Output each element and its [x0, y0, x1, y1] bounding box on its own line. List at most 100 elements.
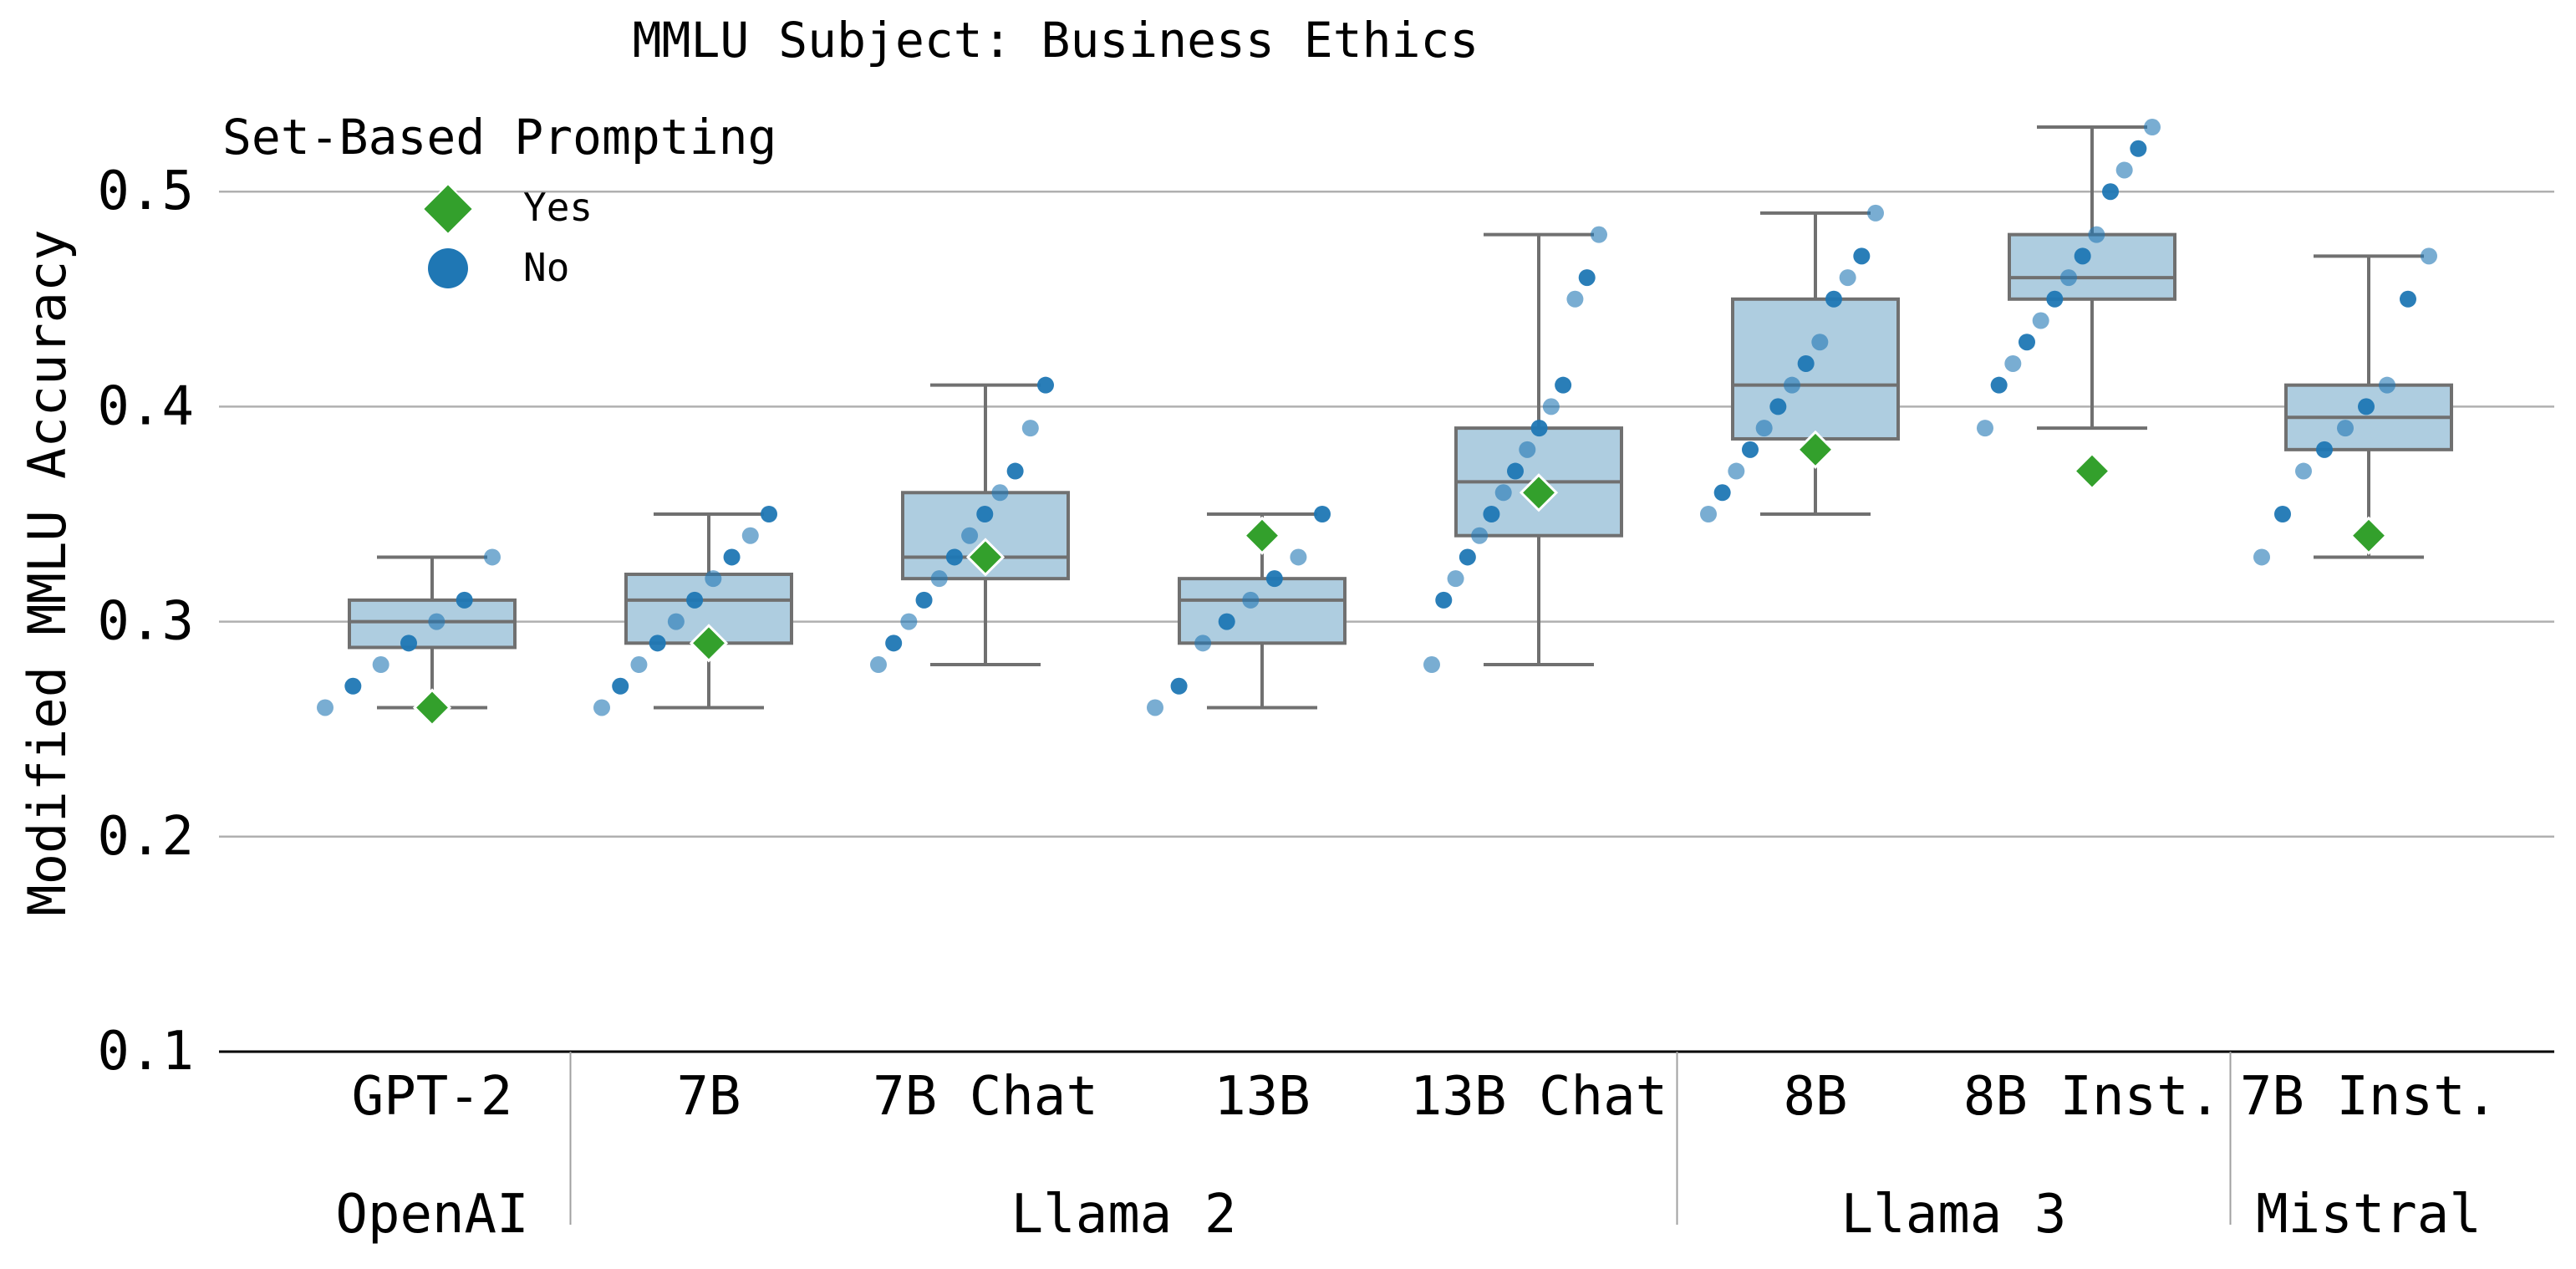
box-iqr [2008, 232, 2176, 301]
no-point [1530, 420, 1548, 437]
y-tick-label: 0.1 [97, 1021, 194, 1083]
no-point [649, 634, 666, 652]
no-point [705, 570, 722, 588]
x-tick-label: 7B Inst. [2240, 1066, 2497, 1128]
no-point [915, 591, 933, 609]
no-point [317, 699, 333, 716]
x-tick-label: GPT-2 [352, 1066, 513, 1128]
no-point [1507, 462, 1524, 480]
no-point [2004, 354, 2022, 372]
no-point [2032, 312, 2049, 329]
no-point [1242, 591, 1260, 609]
no-point [1713, 484, 1731, 502]
no-point [1977, 420, 1993, 437]
box-plot [2284, 254, 2453, 559]
no-point [2400, 290, 2416, 308]
no-point [1839, 269, 1856, 287]
no-point [961, 527, 979, 544]
no-point [945, 548, 963, 566]
no-point [2046, 290, 2064, 308]
no-point [2115, 161, 2133, 179]
grid-lines [219, 190, 2554, 838]
y-tick-label: 0.4 [97, 375, 194, 437]
no-point [2421, 247, 2437, 265]
yes-marker [2349, 516, 2389, 555]
no-point [344, 677, 362, 695]
yes-marker [1242, 516, 1282, 555]
no-point [667, 613, 685, 630]
box-iqr [1731, 297, 1900, 441]
no-point [2295, 462, 2312, 480]
no-point [372, 656, 389, 674]
x-tick-label: 13B Chat [1410, 1066, 1667, 1128]
no-point [1566, 290, 1584, 308]
yes-marker [689, 624, 729, 663]
no-point [1755, 420, 1773, 437]
no-point [1435, 591, 1453, 609]
no-point [2379, 376, 2395, 394]
legend-title: Set-Based Prompting [222, 109, 776, 166]
x-tick-label: 13B [1214, 1066, 1311, 1128]
no-point [2060, 269, 2077, 287]
chart-title: MMLU Subject: Business Ethics [633, 12, 1479, 69]
legend-no-marker [428, 248, 468, 288]
no-point [1147, 699, 1163, 716]
no-point [686, 591, 704, 609]
x-tick-label: 8B [1783, 1066, 1847, 1128]
no-point [2358, 398, 2375, 415]
no-point [456, 591, 473, 609]
no-point [484, 548, 501, 566]
legend: Set-Based Prompting Yes No [222, 109, 776, 290]
no-point [1265, 570, 1283, 588]
box-plot [1731, 211, 1900, 516]
no-point [1784, 376, 1800, 394]
no-point [1314, 506, 1331, 522]
no-point [741, 527, 759, 544]
no-point [870, 656, 887, 674]
y-tick-label: 0.3 [97, 591, 194, 653]
no-point [2253, 548, 2270, 566]
no-point [1170, 677, 1188, 695]
group-label: OpenAI [335, 1184, 528, 1246]
no-point [630, 656, 648, 674]
y-tick-label: 0.2 [97, 806, 194, 868]
no-point [593, 699, 610, 716]
no-point [2274, 506, 2291, 522]
no-point [1494, 484, 1512, 502]
no-point [1797, 354, 1815, 372]
legend-yes-marker [421, 182, 475, 236]
yes-marker [412, 688, 452, 727]
box-iqr [1178, 577, 1347, 645]
no-point [1021, 420, 1039, 437]
no-point [1218, 613, 1235, 630]
no-point [1990, 376, 2008, 394]
y-axis-label: Modified MMLU Accuracy [17, 229, 78, 915]
no-point [1811, 334, 1829, 351]
x-tick-label: 8B Inst. [1963, 1066, 2221, 1128]
no-point [2337, 420, 2354, 437]
no-point [2074, 247, 2091, 265]
no-point [1867, 204, 1884, 222]
no-point [1037, 376, 1054, 394]
no-point [1194, 634, 1212, 652]
group-label: Llama 2 [1011, 1184, 1237, 1246]
no-point [991, 484, 1009, 502]
no-point [1447, 570, 1464, 588]
no-point [2130, 140, 2147, 157]
no-point [1728, 462, 1745, 480]
no-point [1519, 441, 1536, 458]
no-point [1825, 290, 1842, 308]
no-point [1423, 656, 1440, 674]
legend-yes-label: Yes [523, 185, 593, 230]
no-point [885, 634, 903, 652]
no-point [1555, 376, 1572, 394]
no-point [1769, 398, 1787, 415]
no-points [317, 119, 2437, 716]
box-plot [1454, 232, 1623, 667]
no-point [900, 613, 918, 630]
no-point [930, 570, 948, 588]
x-axis: GPT-2 7B 7B Chat 13B 13B Chat 8B 8B Inst. 7B In… [219, 1050, 2554, 1246]
no-point [1471, 527, 1489, 544]
yes-marker [1519, 473, 1559, 512]
box-plot [901, 383, 1070, 667]
